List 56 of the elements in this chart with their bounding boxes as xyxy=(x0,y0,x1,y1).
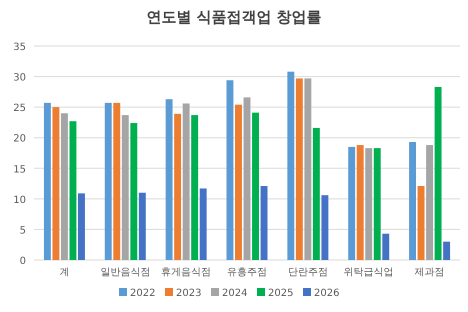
x-tick-label: 단란주점 xyxy=(288,267,328,278)
bar xyxy=(244,97,250,260)
x-tick-label: 위탁급식업 xyxy=(344,267,394,278)
bar xyxy=(296,78,303,260)
bar xyxy=(182,103,190,260)
bar xyxy=(409,142,416,260)
bar xyxy=(69,121,76,260)
legend-label: 2022 xyxy=(130,288,156,299)
bar xyxy=(418,186,425,260)
bar xyxy=(52,107,60,260)
x-tick-label: 휴게음식점 xyxy=(161,267,212,278)
bar xyxy=(60,113,68,260)
bar xyxy=(321,195,328,260)
y-tick-label: 30 xyxy=(13,72,26,84)
x-tick-label: 제과점 xyxy=(414,267,445,278)
legend-label: 2024 xyxy=(222,288,248,299)
bar xyxy=(113,102,120,260)
bar xyxy=(104,102,112,260)
bar xyxy=(312,128,320,260)
y-tick-label: 5 xyxy=(20,225,26,236)
bar xyxy=(138,192,146,260)
legend-label: 2026 xyxy=(314,288,340,299)
y-tick-label: 15 xyxy=(13,164,26,176)
x-tick-label: 유흥주점 xyxy=(227,267,267,278)
bar xyxy=(443,242,450,260)
bar xyxy=(434,86,442,260)
bar xyxy=(166,99,173,260)
bar xyxy=(356,145,364,260)
bar xyxy=(260,186,268,260)
bar xyxy=(226,80,234,260)
bar xyxy=(365,148,372,260)
bar xyxy=(426,145,434,260)
bar xyxy=(382,234,390,260)
x-tick-label: 계 xyxy=(59,267,70,278)
bar xyxy=(78,193,85,260)
bar xyxy=(252,112,259,260)
bar xyxy=(130,123,138,260)
bar xyxy=(287,72,294,260)
y-tick-label: 10 xyxy=(13,194,26,206)
bar xyxy=(191,115,198,260)
legend-label: 2023 xyxy=(176,288,202,299)
bar xyxy=(374,148,381,260)
bar xyxy=(200,188,207,260)
bar xyxy=(348,146,356,260)
bar xyxy=(235,104,242,260)
bar xyxy=(122,115,129,260)
y-tick-label: 25 xyxy=(13,103,26,114)
y-tick-label: 20 xyxy=(13,134,26,145)
bar xyxy=(44,102,51,260)
bar xyxy=(304,78,312,260)
legend-label: 2025 xyxy=(268,288,294,299)
y-tick-label: 35 xyxy=(13,42,26,53)
bar xyxy=(174,114,182,260)
chart-title: 연도별 식품접객업 창업률 xyxy=(146,8,322,26)
x-tick-label: 일반음식점 xyxy=(100,267,150,278)
y-tick-label: 0 xyxy=(20,256,26,267)
